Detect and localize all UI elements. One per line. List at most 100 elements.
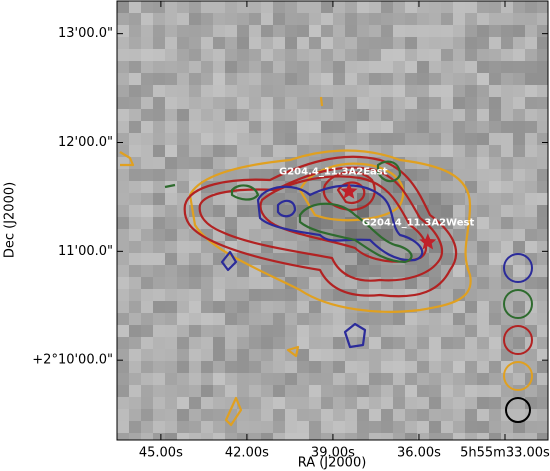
pixel	[453, 1, 465, 13]
pixel	[477, 97, 489, 109]
pixel	[225, 85, 237, 97]
pixel	[189, 73, 201, 85]
pixel	[249, 73, 261, 85]
pixel	[369, 73, 381, 85]
pixel	[537, 337, 548, 349]
pixel	[177, 49, 189, 61]
pixel	[489, 85, 501, 97]
pixel	[249, 217, 261, 229]
pixel	[153, 205, 165, 217]
pixel	[429, 13, 441, 25]
pixel	[453, 205, 465, 217]
pixel	[465, 421, 477, 433]
pixel	[537, 133, 548, 145]
pixel	[369, 409, 381, 421]
pixel	[165, 49, 177, 61]
contour	[298, 162, 405, 222]
pixel	[405, 265, 417, 277]
pixel	[249, 289, 261, 301]
pixel	[285, 253, 297, 265]
pixel	[393, 97, 405, 109]
pixel	[225, 385, 237, 397]
pixel	[249, 313, 261, 325]
pixel	[297, 133, 309, 145]
pixel	[177, 1, 189, 13]
pixel	[129, 289, 141, 301]
pixel	[453, 301, 465, 313]
pixel	[309, 49, 321, 61]
pixel	[297, 325, 309, 337]
pixel	[129, 409, 141, 421]
pixel	[153, 301, 165, 313]
pixel	[117, 73, 129, 85]
pixel	[117, 301, 129, 313]
pixel	[501, 241, 513, 253]
pixel	[501, 205, 513, 217]
pixel	[405, 61, 417, 73]
pixel	[357, 133, 369, 145]
pixel	[489, 397, 501, 409]
pixel	[465, 85, 477, 97]
pixel	[153, 49, 165, 61]
pixel	[309, 361, 321, 373]
pixel	[177, 397, 189, 409]
pixel	[213, 277, 225, 289]
pixel	[141, 265, 153, 277]
pixel	[321, 13, 333, 25]
pixel	[165, 301, 177, 313]
pixel	[141, 145, 153, 157]
pixel	[225, 217, 237, 229]
pixel	[489, 409, 501, 421]
pixel	[189, 241, 201, 253]
pixel	[189, 265, 201, 277]
pixel	[345, 409, 357, 421]
pixel	[177, 385, 189, 397]
pixel	[525, 229, 537, 241]
pixel	[537, 217, 548, 229]
pixel	[213, 97, 225, 109]
pixel	[273, 265, 285, 277]
pixel	[141, 409, 153, 421]
pixel	[189, 133, 201, 145]
pixel	[453, 193, 465, 205]
pixel	[141, 361, 153, 373]
pixel	[177, 73, 189, 85]
pixel	[477, 433, 489, 440]
pixel	[249, 85, 261, 97]
pixel	[441, 229, 453, 241]
pixel	[273, 97, 285, 109]
pixel	[489, 253, 501, 265]
pixel	[129, 1, 141, 13]
pixel	[381, 1, 393, 13]
pixel	[261, 121, 273, 133]
pixel	[261, 13, 273, 25]
pixel	[333, 37, 345, 49]
pixel	[153, 193, 165, 205]
pixel	[381, 73, 393, 85]
pixel	[237, 25, 249, 37]
pixel	[237, 241, 249, 253]
pixel	[153, 289, 165, 301]
pixel	[405, 121, 417, 133]
pixel	[357, 97, 369, 109]
pixel	[381, 25, 393, 37]
pixel	[321, 37, 333, 49]
pixel	[417, 1, 429, 13]
contour	[319, 96, 324, 107]
pixel	[513, 205, 525, 217]
pixel	[309, 277, 321, 289]
pixel	[225, 61, 237, 73]
pixel	[441, 133, 453, 145]
pixel	[537, 301, 548, 313]
pixel	[285, 421, 297, 433]
pixel	[453, 265, 465, 277]
pixel	[225, 265, 237, 277]
pixel	[441, 409, 453, 421]
pixel	[537, 241, 548, 253]
pixel	[537, 37, 548, 49]
pixel	[225, 97, 237, 109]
pixel	[345, 37, 357, 49]
pixel	[141, 49, 153, 61]
pixel	[513, 265, 525, 277]
pixel	[297, 313, 309, 325]
